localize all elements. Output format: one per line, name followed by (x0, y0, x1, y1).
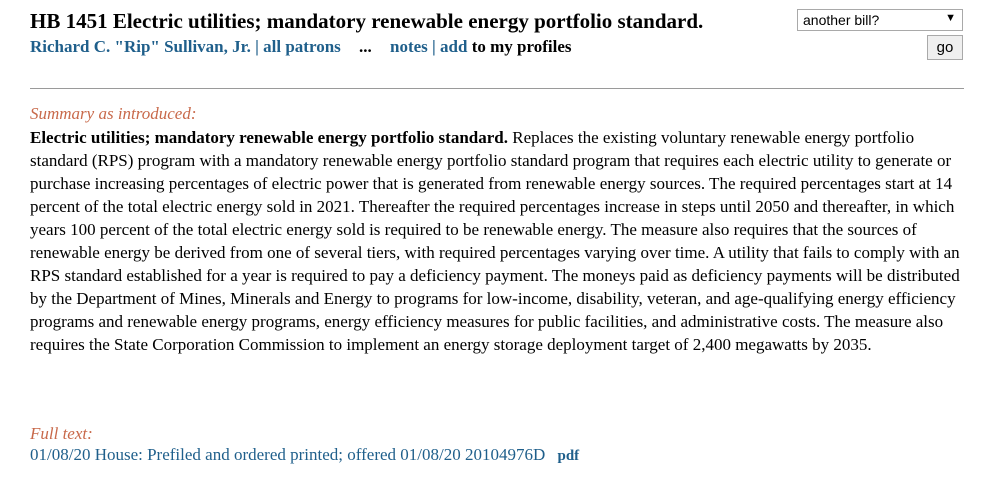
bill-title: HB 1451 Electric utilities; mandatory re… (30, 9, 704, 33)
pdf-link[interactable]: pdf (557, 448, 580, 464)
add-link[interactable]: add (440, 37, 468, 56)
notes-link[interactable]: notes (390, 37, 428, 56)
summary-body: Replaces the existing voluntary renewabl… (30, 128, 960, 354)
separator: | (432, 37, 436, 56)
chevron-down-icon: ▼ (945, 12, 956, 24)
full-text-entry-link[interactable]: 01/08/20 House: Prefiled and ordered pri… (30, 445, 546, 464)
summary-lead: Electric utilities; mandatory renewable … (30, 128, 508, 147)
full-text-entry-row: 01/08/20 House: Prefiled and ordered pri… (30, 445, 579, 465)
full-text-heading: Full text: (30, 424, 93, 443)
summary-heading: Summary as introduced: (30, 104, 197, 123)
go-button[interactable]: go (927, 35, 963, 60)
divider (30, 88, 964, 89)
bill-select-dropdown[interactable]: another bill? ▼ (797, 9, 963, 31)
patron-link[interactable]: Richard C. "Rip" Sullivan, Jr. (30, 37, 251, 56)
all-patrons-link[interactable]: all patrons (263, 37, 341, 56)
bill-select-value: another bill? (803, 12, 880, 28)
to-profiles-text: to my profiles (471, 37, 572, 56)
patron-line: Richard C. "Rip" Sullivan, Jr. | all pat… (30, 37, 572, 57)
summary-text: Electric utilities; mandatory renewable … (30, 126, 966, 356)
ellipsis: ... (359, 37, 372, 56)
separator: | (255, 37, 259, 56)
